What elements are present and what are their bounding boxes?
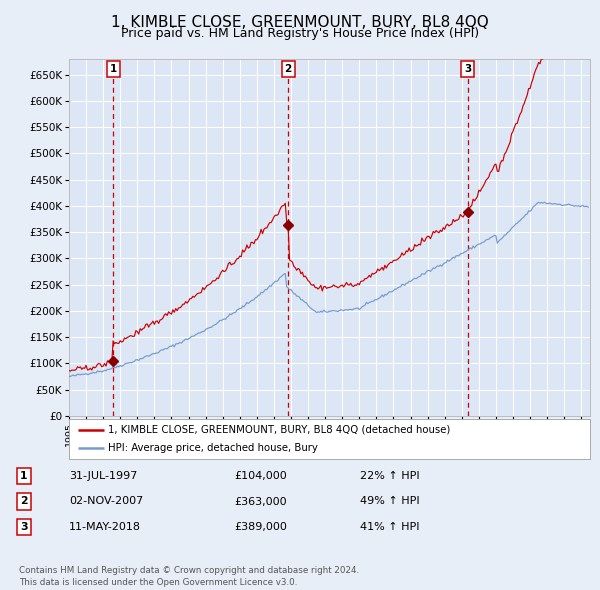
Text: £389,000: £389,000 [234,522,287,532]
Text: 11-MAY-2018: 11-MAY-2018 [69,522,141,532]
Text: 1: 1 [109,64,116,74]
Text: 1, KIMBLE CLOSE, GREENMOUNT, BURY, BL8 4QQ (detached house): 1, KIMBLE CLOSE, GREENMOUNT, BURY, BL8 4… [108,425,451,435]
Text: HPI: Average price, detached house, Bury: HPI: Average price, detached house, Bury [108,443,318,453]
Text: 2: 2 [20,497,28,506]
Text: 49% ↑ HPI: 49% ↑ HPI [360,497,419,506]
Text: £363,000: £363,000 [234,497,287,506]
Text: 2: 2 [284,64,292,74]
Text: 41% ↑ HPI: 41% ↑ HPI [360,522,419,532]
Text: 3: 3 [20,522,28,532]
Text: Contains HM Land Registry data © Crown copyright and database right 2024.
This d: Contains HM Land Registry data © Crown c… [19,566,359,587]
Text: 1, KIMBLE CLOSE, GREENMOUNT, BURY, BL8 4QQ: 1, KIMBLE CLOSE, GREENMOUNT, BURY, BL8 4… [111,15,489,30]
Text: £104,000: £104,000 [234,471,287,481]
Text: Price paid vs. HM Land Registry's House Price Index (HPI): Price paid vs. HM Land Registry's House … [121,27,479,40]
Text: 31-JUL-1997: 31-JUL-1997 [69,471,137,481]
Text: 22% ↑ HPI: 22% ↑ HPI [360,471,419,481]
Text: 1: 1 [20,471,28,481]
Text: 02-NOV-2007: 02-NOV-2007 [69,497,143,506]
Text: 3: 3 [464,64,472,74]
